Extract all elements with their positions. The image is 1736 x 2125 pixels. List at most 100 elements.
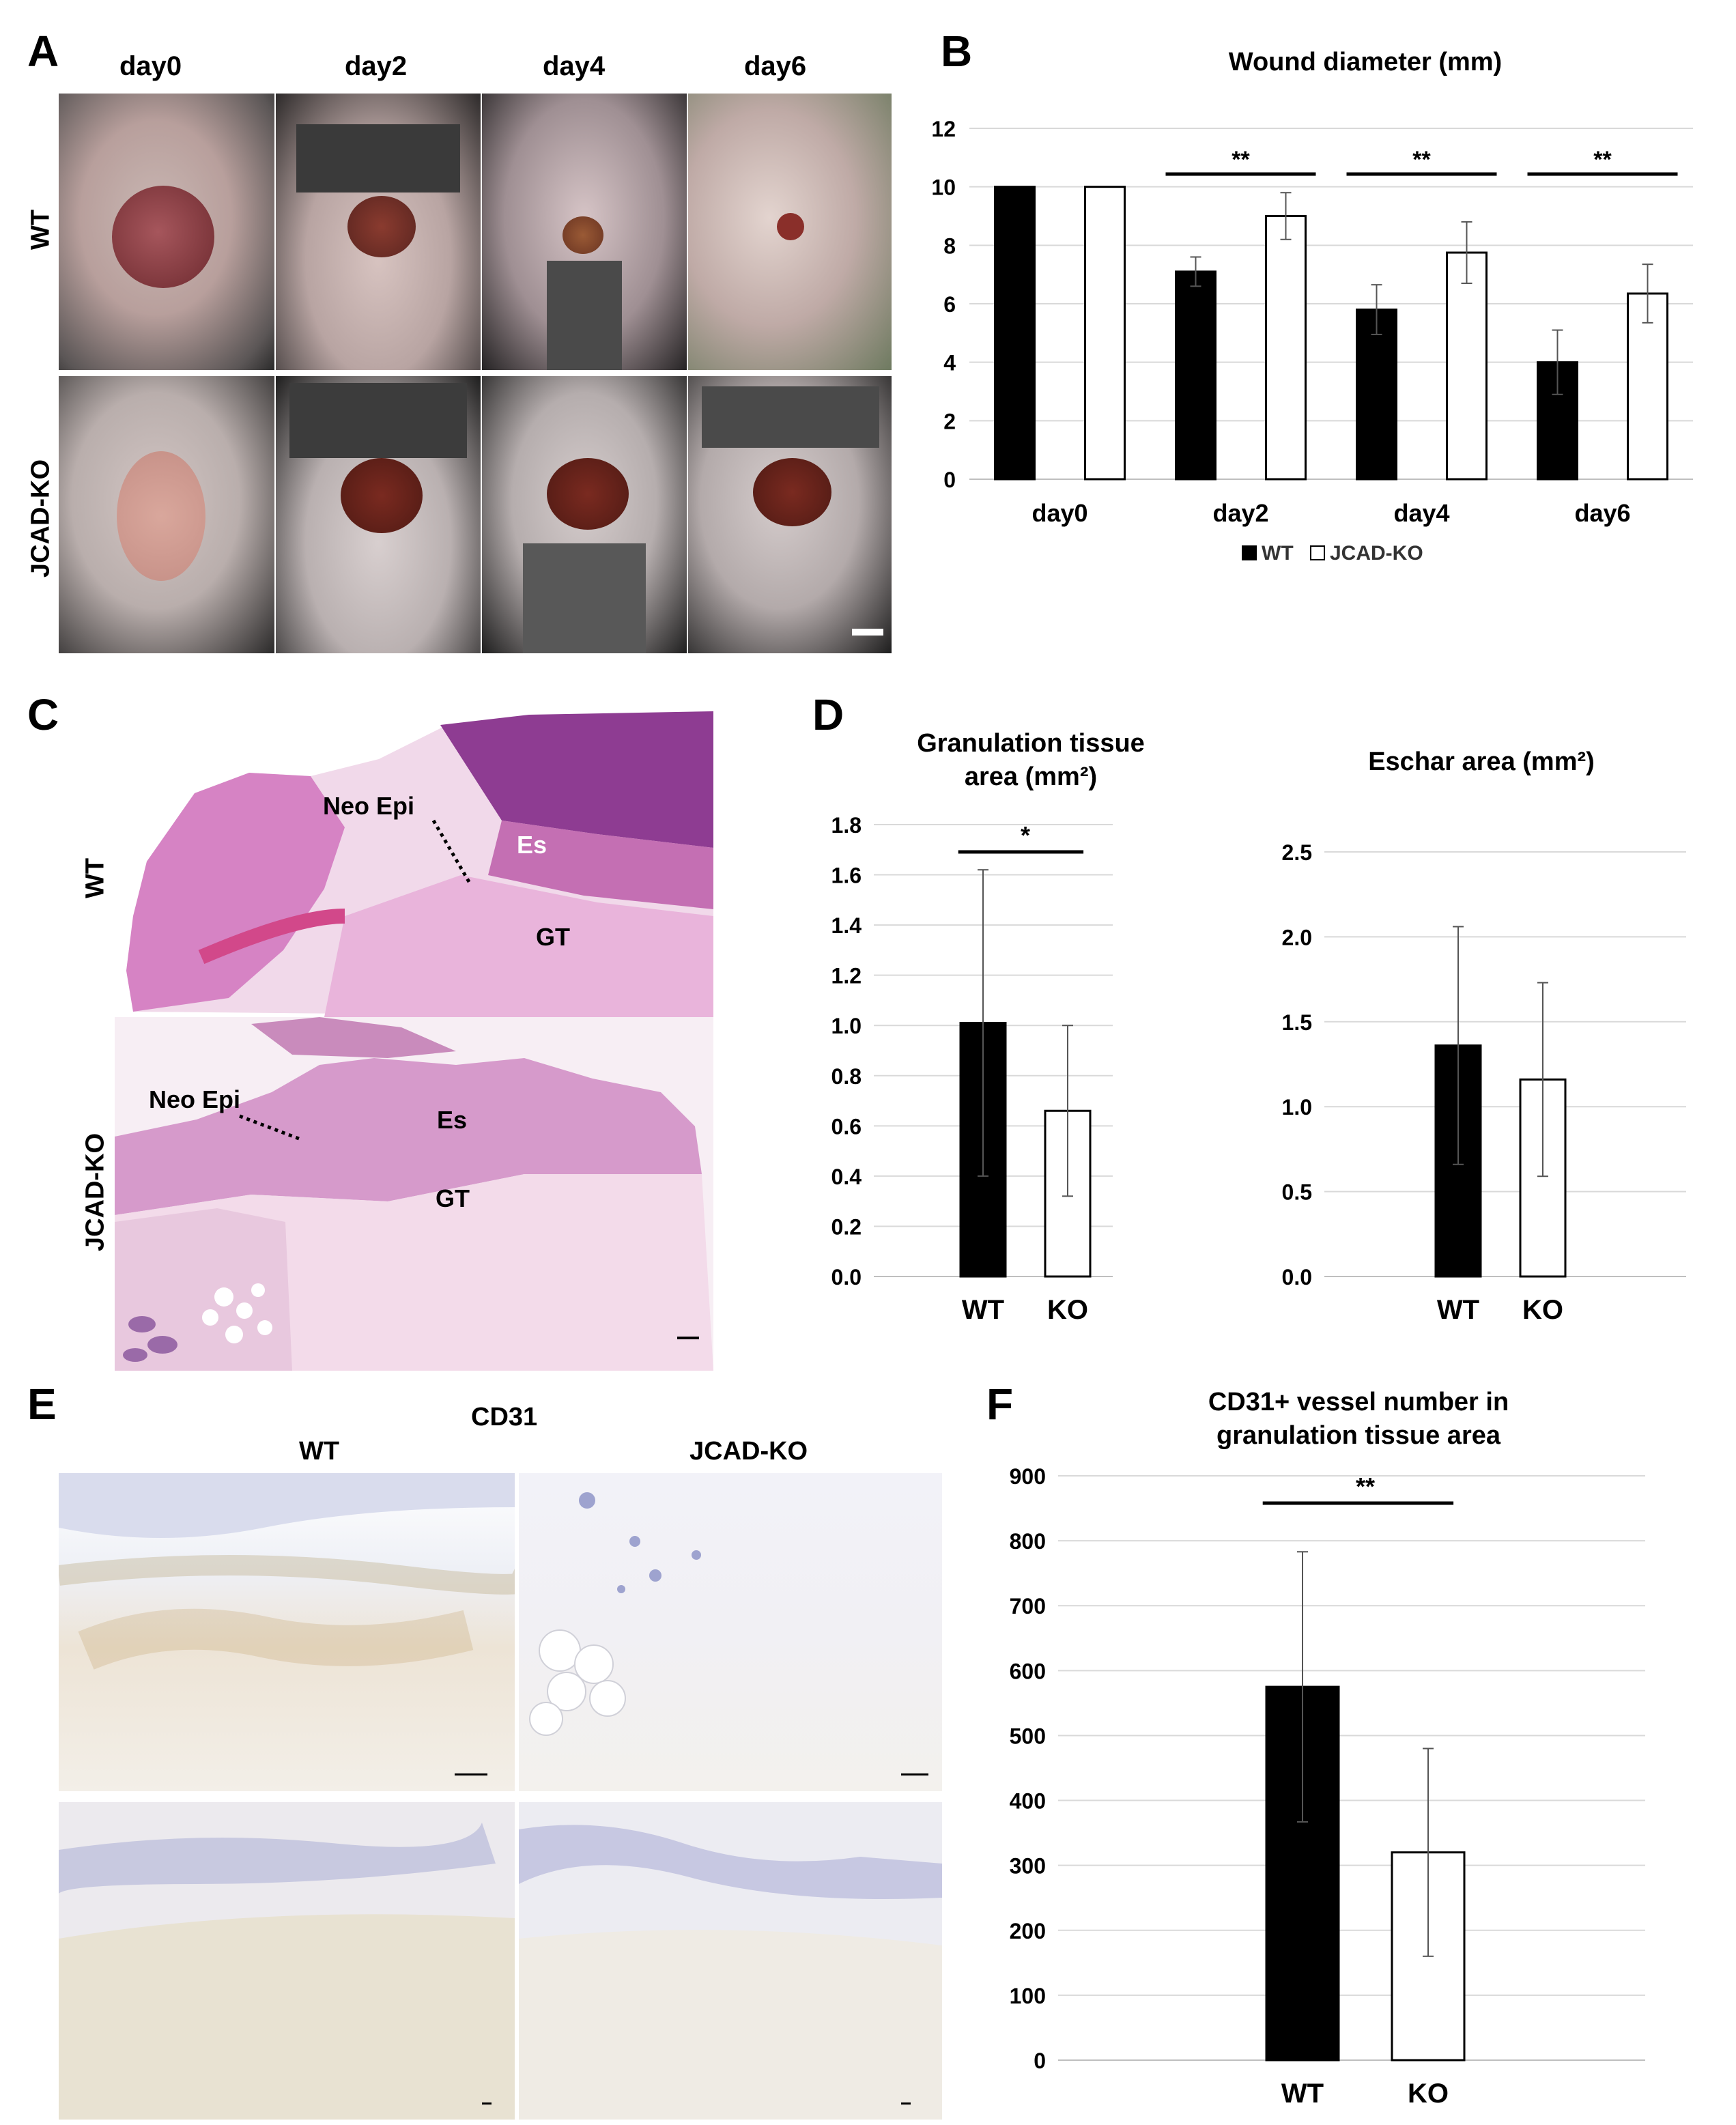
panel-a-col-day0: day0 bbox=[119, 51, 182, 81]
panel-letter-f: F bbox=[986, 1380, 1014, 1429]
y-tick-label: 1.4 bbox=[831, 913, 862, 938]
cd31-wt-overview-drawing bbox=[59, 1823, 515, 2120]
x-tick-label: KO bbox=[1047, 1295, 1088, 1325]
panel-letter-a: A bbox=[27, 27, 59, 76]
y-tick-label: 200 bbox=[1010, 1919, 1046, 1943]
x-tick-label: WT bbox=[962, 1295, 1004, 1325]
he-section-wt: Neo Epi Es GT bbox=[119, 711, 713, 1017]
y-tick-label: 0 bbox=[943, 468, 956, 492]
chart-d1: 0.0 0.2 0.4 0.6 0.8 1.0 1.2 1.4 1.6 1.8 WT KO * bbox=[831, 813, 1113, 1325]
caliper-jaw bbox=[547, 261, 622, 370]
chart-f: 0 100 200 300 400 500 600 700 800 900 WT KO ** bbox=[1010, 1464, 1645, 2109]
caliper-jaw bbox=[702, 386, 879, 448]
panel-a-col-day4: day4 bbox=[543, 51, 606, 81]
cd31-wt-overview bbox=[59, 1802, 515, 2120]
label-es-wt: Es bbox=[517, 831, 547, 859]
panel-a-col-day2: day2 bbox=[345, 51, 408, 81]
x-tick-label: WT bbox=[1281, 2079, 1324, 2109]
y-tick-label: 0 bbox=[1034, 2049, 1046, 2073]
bar-wt-day4 bbox=[1356, 309, 1397, 481]
chart-b-title: Wound diameter (mm) bbox=[1228, 48, 1503, 76]
y-tick-label: 10 bbox=[931, 175, 956, 200]
y-tick-label: 12 bbox=[931, 117, 956, 141]
bar-jcad-ko-day0 bbox=[1084, 186, 1126, 481]
y-tick-label: 700 bbox=[1010, 1594, 1046, 1618]
wound-spot bbox=[563, 216, 603, 254]
panel-letter-c: C bbox=[27, 690, 59, 739]
bar-jcad-ko-day6 bbox=[1627, 292, 1668, 481]
legend-swatch-wt bbox=[1242, 545, 1257, 560]
bar-jcad-ko-day2 bbox=[1265, 215, 1307, 481]
y-tick-label: 1.8 bbox=[831, 813, 862, 838]
photo-ko-day6 bbox=[688, 376, 892, 653]
y-tick-label: 0.5 bbox=[1282, 1180, 1312, 1205]
panel-a-col-day6: day6 bbox=[744, 51, 807, 81]
y-tick-label: 300 bbox=[1010, 1854, 1046, 1879]
y-tick-label: 6 bbox=[943, 292, 956, 317]
y-tick-label: 0.2 bbox=[831, 1214, 862, 1239]
photo-ko-day2 bbox=[276, 376, 481, 653]
y-tick-label: 0.0 bbox=[1282, 1265, 1312, 1289]
y-tick-label: 0.0 bbox=[831, 1265, 862, 1289]
he-dotted-line-ko bbox=[239, 1114, 303, 1142]
x-tick-label: KO bbox=[1408, 2079, 1449, 2109]
y-tick-label: 1.0 bbox=[1282, 1095, 1312, 1119]
label-es-ko: Es bbox=[437, 1106, 468, 1134]
wound-spot bbox=[347, 196, 416, 257]
y-tick-label: 2.5 bbox=[1282, 840, 1312, 865]
x-tick-label: KO bbox=[1522, 1295, 1563, 1325]
cd31-ko-zoom-drawing bbox=[529, 1492, 928, 1775]
y-tick-label: 1.6 bbox=[831, 864, 862, 888]
panel-c-row-wt: WT bbox=[81, 857, 110, 899]
wound-spot bbox=[112, 186, 214, 288]
caliper-jaw bbox=[296, 124, 460, 192]
panel-e-title: CD31 bbox=[471, 1403, 538, 1431]
significance-label: ** bbox=[1356, 1472, 1375, 1500]
caliper-jaw bbox=[289, 383, 467, 458]
photo-ko-day4 bbox=[482, 376, 687, 653]
panel-c-row-ko: JCAD-KO bbox=[81, 1132, 110, 1252]
photo-wt-day0 bbox=[59, 94, 274, 370]
panel-letter-b: B bbox=[941, 27, 973, 76]
y-tick-label: 900 bbox=[1010, 1464, 1046, 1489]
cd31-wt-zoom bbox=[59, 1473, 515, 1791]
label-neo-epi-wt: Neo Epi bbox=[323, 792, 415, 820]
legend-label-wt: WT bbox=[1262, 542, 1294, 565]
chart-b: 0 2 4 6 8 10 12 day0 day2 ** day4 ** day6 ** WT JCAD-KO bbox=[931, 117, 1693, 565]
panel-letter-d: D bbox=[812, 690, 844, 739]
label-gt-ko: GT bbox=[436, 1184, 470, 1212]
wound-spot bbox=[117, 451, 205, 581]
significance-label: * bbox=[1021, 821, 1030, 849]
x-tick-label: day2 bbox=[1212, 499, 1268, 527]
cd31-wt-zoom-drawing bbox=[59, 1473, 515, 1775]
panel-e-col-wt: WT bbox=[299, 1437, 340, 1466]
bar-wt-day2 bbox=[1175, 270, 1216, 481]
y-tick-label: 400 bbox=[1010, 1789, 1046, 1814]
legend-label-ko: JCAD-KO bbox=[1330, 542, 1423, 565]
he-dotted-line-wt bbox=[431, 819, 473, 887]
scale-bar bbox=[852, 629, 883, 636]
y-tick-label: 0.6 bbox=[831, 1114, 862, 1139]
wound-spot bbox=[753, 458, 831, 526]
panel-e-col-ko: JCAD-KO bbox=[689, 1437, 808, 1466]
y-tick-label: 1.2 bbox=[831, 964, 862, 988]
significance-label: ** bbox=[1593, 147, 1612, 173]
x-tick-label: WT bbox=[1437, 1295, 1479, 1325]
label-neo-epi-ko: Neo Epi bbox=[149, 1085, 241, 1113]
y-tick-label: 800 bbox=[1010, 1529, 1046, 1554]
cd31-ko-zoom bbox=[519, 1473, 942, 1791]
chart-f-title: CD31+ vessel number in granulation tissu… bbox=[1208, 1388, 1509, 1451]
bar-wt-day0 bbox=[994, 186, 1036, 481]
y-tick-label: 0.8 bbox=[831, 1064, 862, 1089]
wound-spot bbox=[547, 458, 629, 530]
y-tick-label: 4 bbox=[943, 351, 956, 375]
photo-ko-day0 bbox=[59, 376, 274, 653]
wound-spot bbox=[777, 213, 804, 240]
chart-d2-title: Eschar area (mm²) bbox=[1368, 747, 1595, 776]
chart-d2: 0.0 0.5 1.0 1.5 2.0 2.5 WT KO bbox=[1282, 840, 1686, 1325]
he-section-wt-drawing bbox=[126, 711, 713, 1017]
caliper-jaw bbox=[523, 543, 646, 653]
wound-spot bbox=[341, 458, 423, 533]
photo-wt-day6 bbox=[688, 94, 892, 370]
panel-a-row-ko: JCAD-KO bbox=[26, 459, 55, 578]
